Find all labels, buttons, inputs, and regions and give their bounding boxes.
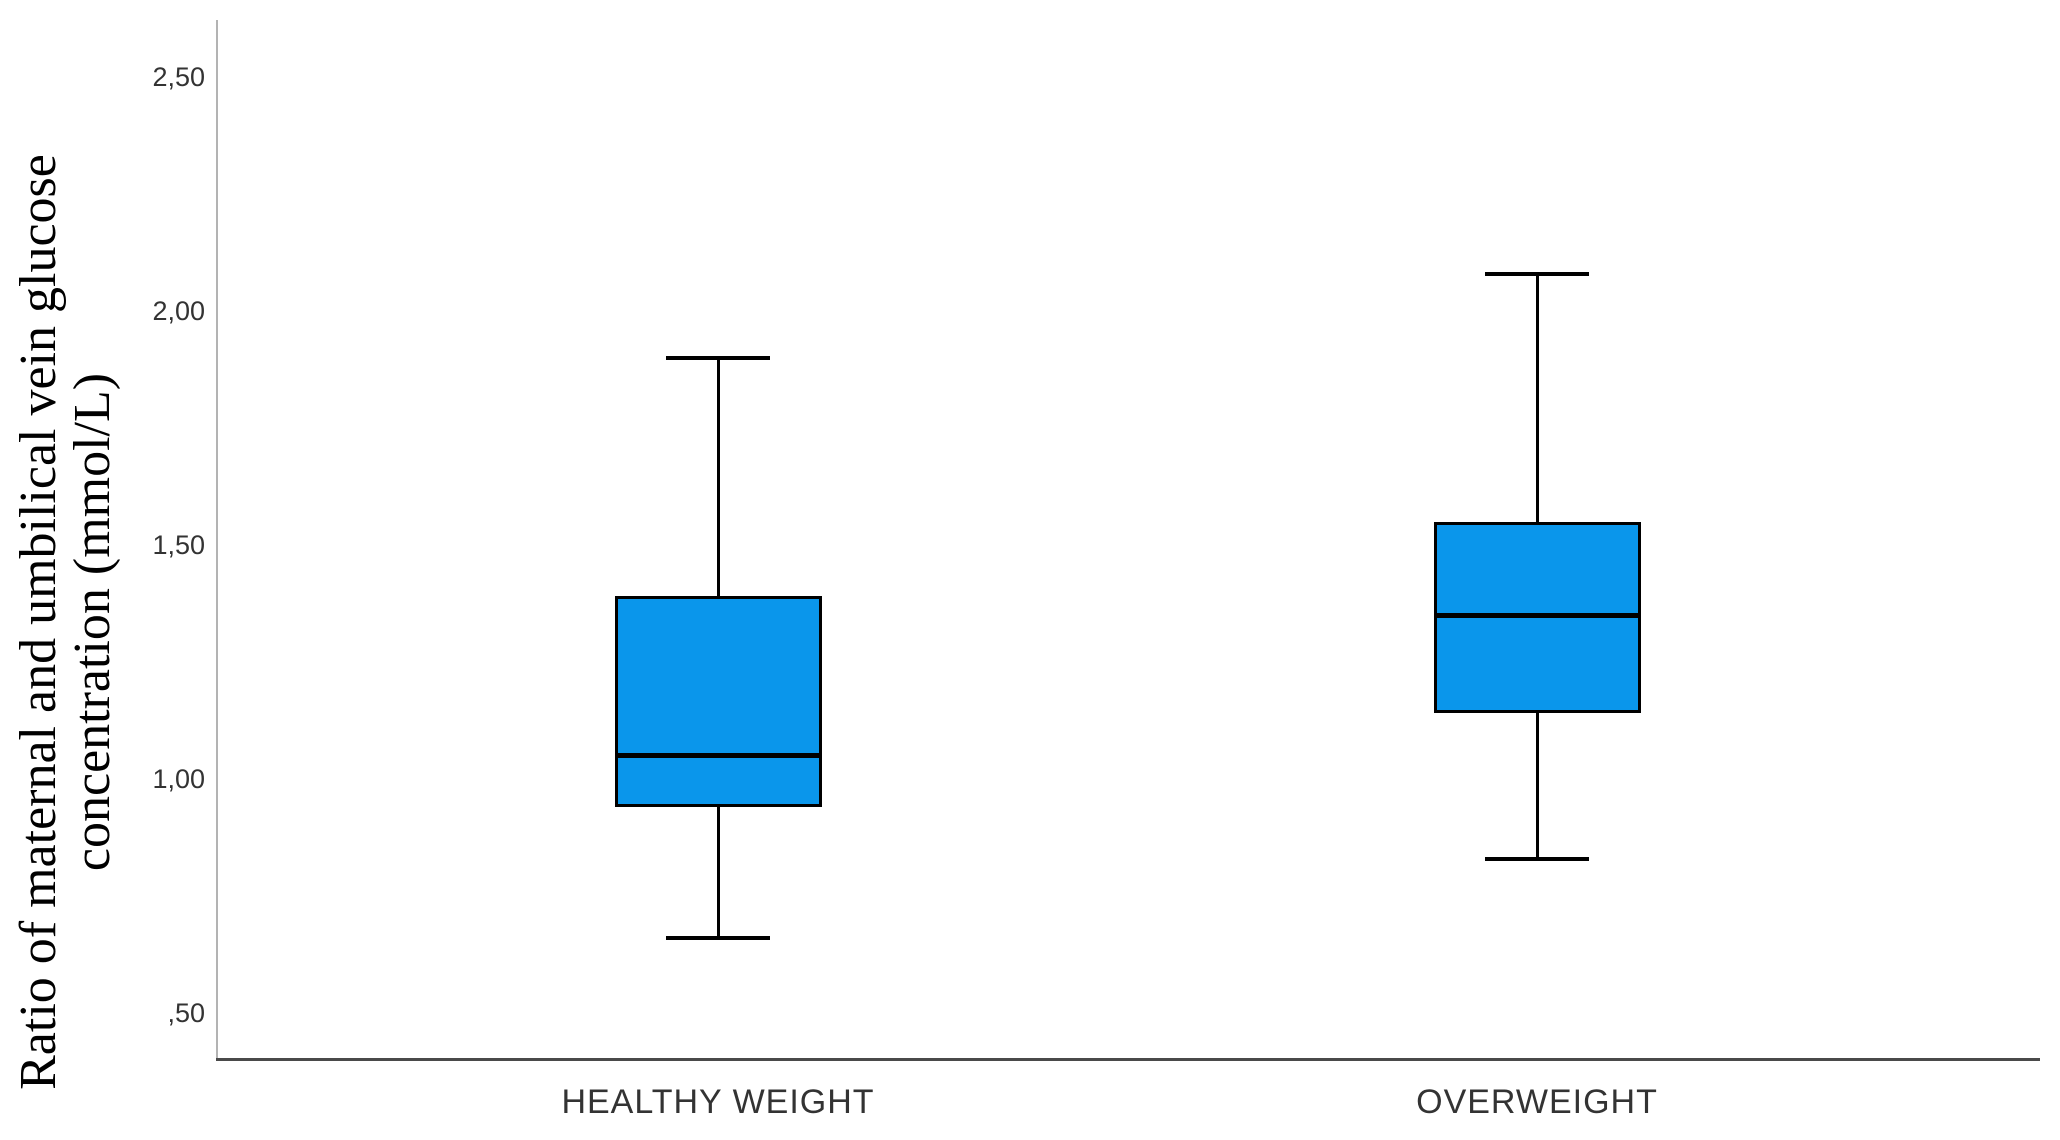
y-tick-label-0-5: ,50 bbox=[167, 998, 205, 1028]
iqr-box-healthy-weight bbox=[614, 596, 822, 808]
y-tick-label-1-5: 1,50 bbox=[152, 530, 205, 560]
y-tick-label-1: 1,00 bbox=[152, 764, 205, 794]
upper-whisker-cap-healthy-weight bbox=[666, 355, 770, 360]
upper-whisker-cap-overweight bbox=[1485, 271, 1589, 276]
y-axis-title-line1: Ratio of maternal and umbilical vein glu… bbox=[10, 154, 67, 1090]
lower-whisker-healthy-weight bbox=[716, 807, 720, 939]
y-axis-line bbox=[216, 20, 218, 1061]
lower-whisker-overweight bbox=[1535, 713, 1539, 859]
x-category-label-overweight: OVERWEIGHT bbox=[1416, 1083, 1658, 1121]
x-axis-line bbox=[216, 1058, 2040, 1061]
y-tick-label-2-5: 2,50 bbox=[152, 62, 205, 92]
upper-whisker-healthy-weight bbox=[716, 357, 720, 597]
median-line-healthy-weight bbox=[614, 753, 822, 759]
y-tick-label-2: 2,00 bbox=[152, 296, 205, 326]
lower-whisker-cap-healthy-weight bbox=[666, 936, 770, 941]
lower-whisker-cap-overweight bbox=[1485, 856, 1589, 861]
y-axis-title: Ratio of maternal and umbilical vein glu… bbox=[10, 22, 121, 1140]
x-category-label-healthy-weight: HEALTHY WEIGHT bbox=[561, 1083, 875, 1121]
median-line-overweight bbox=[1433, 612, 1641, 618]
y-axis-title-line2: concentration (mmol/L) bbox=[64, 372, 121, 872]
upper-whisker-overweight bbox=[1535, 273, 1539, 522]
